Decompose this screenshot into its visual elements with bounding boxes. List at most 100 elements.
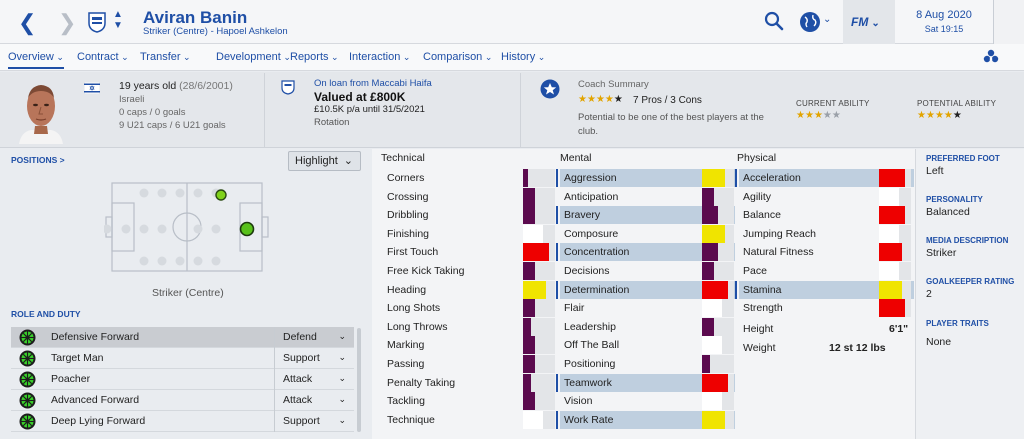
attribute-name: Flair (564, 302, 585, 315)
menu-item-transfer[interactable]: Transfer ⌄ (140, 51, 191, 63)
role-row[interactable]: Deep Lying Forward Support ⌄ (11, 411, 354, 432)
attribute-row[interactable]: Composure (560, 224, 735, 243)
player-position-club[interactable]: Striker (Centre) - Hapoel Ashkelon (143, 26, 288, 37)
duty-dropdown[interactable]: Support ⌄ (274, 348, 354, 369)
attribute-bar (879, 187, 911, 206)
attribute-row[interactable]: Teamwork (556, 373, 735, 392)
role-row[interactable]: Poacher Attack ⌄ (11, 369, 354, 390)
continue-panel[interactable] (993, 0, 1024, 44)
duty-dropdown[interactable]: Defend ⌄ (274, 327, 354, 348)
role-row[interactable]: Defensive Forward Defend ⌄ (11, 327, 354, 348)
attribute-bar (523, 299, 555, 318)
attribute-row[interactable]: Stamina (735, 280, 914, 299)
attribute-row[interactable]: First Touch (383, 243, 555, 262)
loan-club-link[interactable]: On loan from Maccabi Haifa (314, 78, 432, 89)
media-description-label: MEDIA DESCRIPTION (926, 236, 1009, 245)
roles-scrollbar[interactable] (357, 328, 361, 432)
attribute-row[interactable]: Technique (383, 410, 555, 429)
duty-dropdown[interactable]: Attack ⌄ (274, 390, 354, 411)
attribute-row[interactable]: Heading (383, 280, 555, 299)
attribute-row[interactable]: Passing (383, 355, 555, 373)
chevron-down-icon: ⌄ (338, 352, 346, 362)
attribute-row[interactable]: Balance (739, 206, 914, 225)
player-name: Aviran Banin (143, 8, 248, 27)
attribute-bar-fill (523, 373, 531, 392)
attribute-row[interactable]: Corners (383, 169, 555, 187)
club-crest-icon[interactable] (87, 11, 107, 33)
attribute-bar-fill (702, 169, 725, 187)
forward-arrow-icon[interactable]: ❯ (58, 10, 77, 35)
attribute-row[interactable]: Tackling (383, 392, 555, 411)
globe-icon[interactable] (799, 11, 821, 33)
attribute-row[interactable]: Determination (556, 280, 735, 299)
attribute-name: Long Throws (387, 320, 448, 333)
attribute-row[interactable]: Flair (560, 299, 735, 318)
attribute-row[interactable]: Off The Ball (560, 336, 735, 355)
duty-dropdown[interactable]: Attack ⌄ (274, 369, 354, 390)
attribute-row[interactable]: Long Throws (383, 317, 555, 336)
search-icon[interactable] (764, 11, 784, 31)
attribute-row[interactable]: Decisions (560, 262, 735, 280)
attribute-row[interactable]: Positioning (560, 355, 735, 373)
fm-menu-button[interactable]: FM ⌄ (843, 0, 895, 44)
duty-label: Attack (283, 373, 313, 385)
goalkeeper-rating-label: GOALKEEPER RATING (926, 277, 1015, 286)
duty-label: Defend (283, 331, 317, 343)
attribute-row[interactable]: Dribbling (383, 206, 555, 225)
attribute-row[interactable]: Concentration (556, 243, 735, 262)
attribute-row[interactable]: Finishing (383, 224, 555, 243)
chevron-down-icon: ⌄ (118, 52, 129, 62)
back-arrow-icon[interactable]: ❮ (18, 10, 37, 35)
menu-item-comparison[interactable]: Comparison ⌄ (423, 51, 492, 63)
highlight-dropdown[interactable]: Highlight ⌄ (288, 151, 361, 171)
menu-item-history[interactable]: History ⌄ (501, 51, 545, 63)
attribute-row[interactable]: Crossing (383, 187, 555, 206)
menu-item-overview[interactable]: Overview ⌄ (8, 51, 64, 69)
attribute-row[interactable]: Strength (739, 299, 914, 318)
chevron-down-icon[interactable]: ⌄ (823, 14, 832, 25)
attribute-row[interactable]: Pace (739, 262, 914, 280)
attribute-row[interactable]: Marking (383, 336, 555, 355)
game-date[interactable]: 8 Aug 2020 Sat 19:15 (896, 0, 992, 44)
attribute-row[interactable]: Work Rate (556, 410, 735, 429)
attribute-row[interactable]: Vision (560, 392, 735, 411)
menu-item-interaction[interactable]: Interaction ⌄ (349, 51, 410, 63)
attribute-row[interactable]: Agility (739, 187, 914, 206)
attribute-bar (702, 336, 734, 355)
attribute-row[interactable]: Anticipation (560, 187, 735, 206)
pros-cons[interactable]: 7 Pros / 3 Cons (633, 95, 702, 106)
role-name: Deep Lying Forward (51, 415, 146, 427)
menu-item-development[interactable]: Development ⌄ (216, 51, 291, 63)
chevron-down-icon: ⌄ (871, 18, 880, 29)
attribute-row[interactable]: Penalty Taking (383, 373, 555, 392)
highlight-marker (735, 169, 737, 187)
position-pitch (104, 182, 269, 272)
attribute-name: Long Shots (387, 302, 441, 315)
attribute-row[interactable]: Natural Fitness (739, 243, 914, 262)
role-row[interactable]: Advanced Forward Attack ⌄ (11, 390, 354, 411)
duty-dropdown[interactable]: Support ⌄ (274, 411, 354, 432)
attribute-row[interactable]: Leadership (560, 317, 735, 336)
menu-item-reports[interactable]: Reports ⌄ (290, 51, 339, 63)
chevron-down-icon: ⌄ (338, 415, 346, 425)
menu-item-label: Overview (8, 51, 54, 63)
club-options-icon[interactable] (983, 49, 999, 65)
attribute-bar (879, 169, 911, 187)
attribute-bar (879, 299, 911, 318)
attribute-row[interactable]: Free Kick Taking (383, 262, 555, 280)
fm-logo: FM (851, 15, 869, 29)
star-icon: ★ (586, 94, 596, 105)
attribute-row[interactable]: Acceleration (735, 169, 914, 187)
attribute-row[interactable]: Long Shots (383, 299, 555, 318)
role-row[interactable]: Target Man Support ⌄ (11, 348, 354, 369)
positions-link[interactable]: POSITIONS > (11, 155, 65, 165)
attribute-row[interactable]: Bravery (556, 206, 735, 225)
attribute-row[interactable]: Jumping Reach (739, 224, 914, 243)
attribute-bar-fill (702, 187, 714, 206)
attribute-row[interactable]: Aggression (556, 169, 735, 187)
loan-club-crest-icon[interactable] (281, 80, 295, 95)
menu-item-contract[interactable]: Contract ⌄ (77, 51, 129, 63)
side-info-panel (915, 149, 1024, 439)
prev-next-player-icon[interactable]: ▲ ▼ (113, 9, 123, 31)
attribute-bar (702, 262, 734, 280)
